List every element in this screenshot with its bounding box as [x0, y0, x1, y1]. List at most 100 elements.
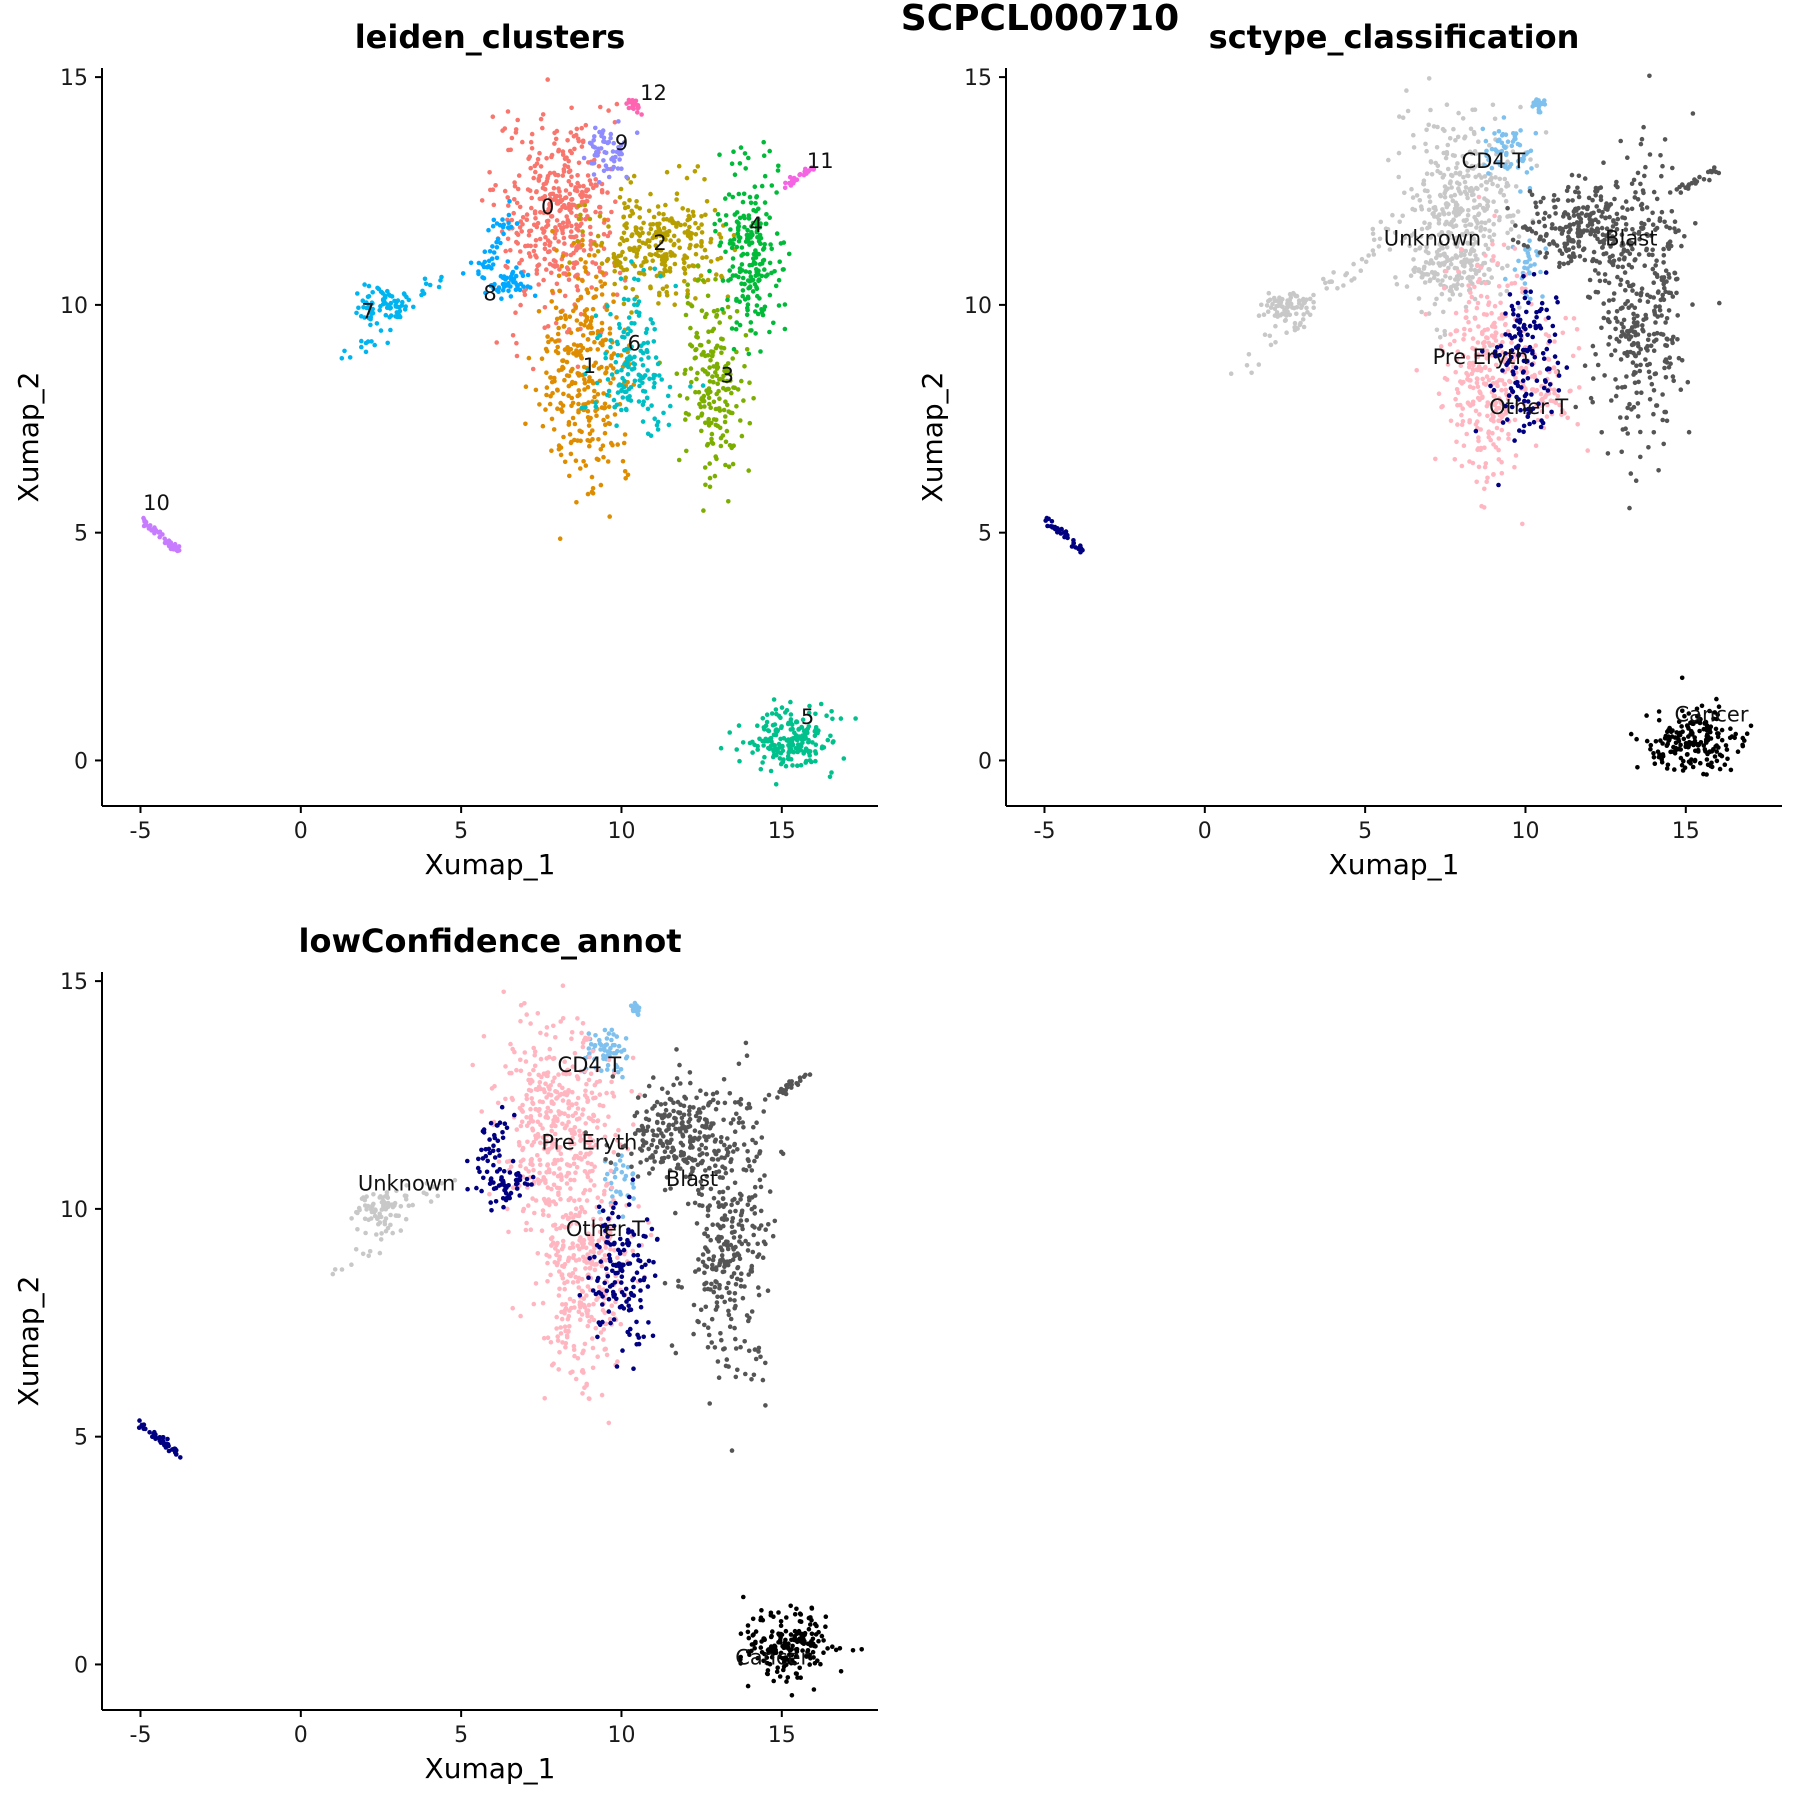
data-point [523, 1166, 529, 1171]
data-point [369, 339, 374, 344]
data-point [532, 209, 538, 214]
data-point [1442, 328, 1447, 334]
data-point [556, 1072, 561, 1077]
data-point [1665, 337, 1670, 342]
data-point [683, 367, 688, 373]
data-point [604, 1090, 609, 1096]
data-point [1536, 219, 1542, 225]
data-point [1469, 165, 1474, 171]
data-point [734, 309, 740, 314]
data-point [1551, 193, 1557, 198]
data-point [584, 315, 590, 320]
data-point [1619, 321, 1624, 327]
data-point [483, 290, 488, 296]
data-point [1531, 272, 1537, 277]
data-point [571, 1141, 577, 1147]
data-point [1523, 289, 1528, 295]
data-point [549, 270, 554, 276]
data-point [585, 415, 591, 420]
data-point [1637, 236, 1642, 242]
data-point [696, 225, 701, 231]
data-point [1641, 328, 1646, 334]
data-point [728, 238, 733, 243]
data-point [566, 393, 571, 399]
data-point [487, 1191, 492, 1197]
data-point [717, 377, 722, 382]
data-point [524, 1220, 529, 1226]
data-point [684, 396, 690, 401]
data-point [1688, 732, 1693, 737]
data-point [774, 190, 779, 195]
data-point [751, 260, 757, 265]
data-point [1631, 316, 1637, 321]
data-point [1568, 388, 1573, 394]
data-point [1659, 760, 1665, 765]
data-point [552, 378, 557, 384]
data-point [609, 209, 614, 215]
data-point [540, 1135, 546, 1140]
data-point [1467, 419, 1472, 425]
data-point [633, 1004, 639, 1010]
data-point [763, 723, 769, 729]
data-point [1690, 764, 1696, 770]
data-point [1426, 76, 1432, 81]
data-point [598, 447, 604, 452]
data-point [657, 230, 663, 236]
data-point [553, 320, 559, 326]
data-point [438, 278, 443, 283]
data-point [1468, 126, 1474, 132]
data-point [693, 232, 699, 237]
cluster-label-11: 11 [807, 149, 834, 173]
data-point [1515, 240, 1521, 245]
data-point [557, 1082, 562, 1088]
data-point [684, 448, 689, 454]
data-point [523, 421, 528, 427]
data-point [1614, 179, 1619, 185]
data-point [1653, 320, 1658, 325]
data-point [600, 443, 606, 449]
data-point [676, 457, 682, 463]
data-point [820, 744, 825, 749]
data-point [530, 1196, 535, 1201]
data-point [378, 1237, 384, 1242]
data-point [1427, 261, 1432, 266]
data-point [1541, 195, 1546, 201]
data-point [593, 125, 598, 131]
data-point [568, 234, 573, 240]
data-point [711, 326, 717, 332]
data-point [610, 1090, 615, 1096]
data-point [1625, 155, 1630, 160]
data-point [1463, 223, 1468, 229]
data-point [1632, 380, 1638, 386]
data-point [550, 228, 555, 234]
data-point [551, 427, 557, 432]
data-point [1285, 298, 1290, 303]
data-point [594, 380, 600, 386]
data-point [1675, 735, 1680, 740]
data-point [1493, 400, 1499, 406]
data-point [520, 1109, 525, 1114]
data-point [731, 346, 737, 352]
data-point [723, 363, 729, 369]
data-point [642, 389, 648, 394]
data-point [1585, 204, 1590, 210]
data-point [1533, 200, 1538, 206]
data-point [1531, 319, 1537, 325]
data-point [569, 150, 574, 156]
data-point [1466, 319, 1471, 325]
data-point [1450, 173, 1455, 179]
data-point [758, 221, 763, 226]
data-point [533, 238, 539, 243]
data-point [1275, 314, 1280, 319]
data-point [1611, 219, 1616, 224]
data-point [805, 748, 811, 754]
data-point [1435, 168, 1440, 174]
data-point [763, 736, 768, 742]
y-tick-label: 0 [978, 749, 992, 774]
data-point [1512, 324, 1517, 329]
data-point [543, 1081, 548, 1086]
data-point [629, 233, 634, 239]
data-point [1576, 239, 1582, 245]
data-point [584, 198, 590, 204]
data-point [748, 274, 754, 279]
